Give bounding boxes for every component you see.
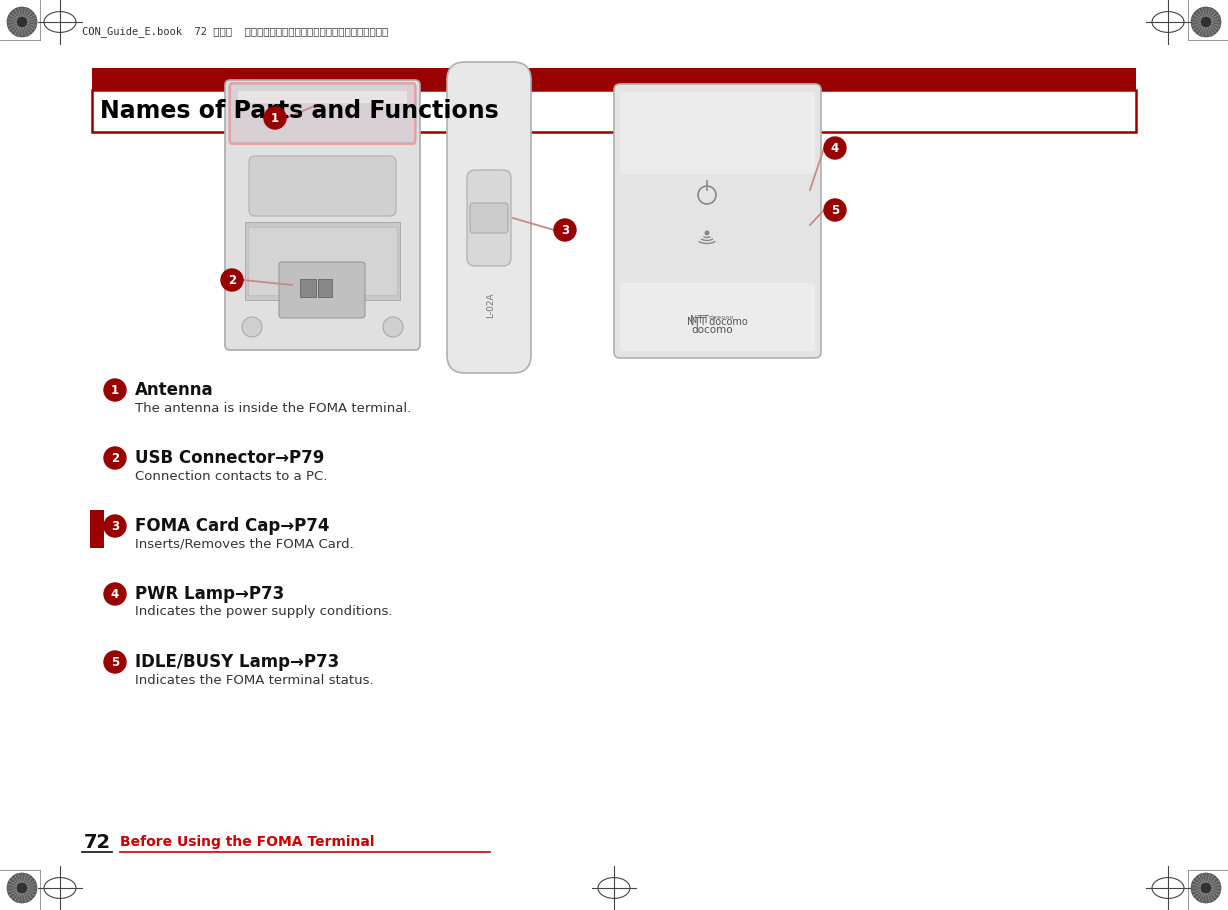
Text: FOMA Card Cap→P74: FOMA Card Cap→P74 [135,517,329,535]
Circle shape [383,317,403,337]
Text: 1: 1 [271,112,279,125]
FancyBboxPatch shape [279,262,365,318]
Circle shape [824,199,846,221]
Circle shape [104,651,126,673]
FancyBboxPatch shape [447,62,530,373]
Text: 2: 2 [228,274,236,287]
Circle shape [221,269,243,291]
Text: 1: 1 [111,383,119,397]
FancyBboxPatch shape [467,170,511,266]
Text: 5: 5 [111,655,119,669]
Circle shape [264,107,286,129]
Circle shape [17,16,27,27]
Circle shape [104,515,126,537]
Wedge shape [1191,7,1221,37]
Circle shape [17,883,27,894]
Bar [246,222,400,300]
Text: 4: 4 [111,588,119,601]
Bar [300,279,316,297]
Text: 3: 3 [561,224,569,237]
Text: docomo: docomo [691,325,733,335]
Bar [92,68,1136,90]
Circle shape [104,379,126,401]
Bar [238,91,406,103]
Text: NTTᵈᵉᵉᵒᵒᵒ: NTTᵈᵉᵉᵒᵒᵒ [690,315,734,325]
Text: L-02A: L-02A [486,292,496,318]
Circle shape [1201,883,1211,894]
Text: Names of Parts and Functions: Names of Parts and Functions [99,99,499,123]
Text: NTT docomo: NTT docomo [686,317,748,327]
Bar [248,227,397,295]
FancyBboxPatch shape [620,92,815,174]
FancyBboxPatch shape [225,80,420,350]
Circle shape [554,219,576,241]
Text: Inserts/Removes the FOMA Card.: Inserts/Removes the FOMA Card. [135,538,354,551]
Text: Indicates the FOMA terminal status.: Indicates the FOMA terminal status. [135,673,373,686]
Circle shape [104,583,126,605]
Text: 3: 3 [111,520,119,532]
Bar [92,90,1136,132]
Text: 72: 72 [84,833,111,852]
Circle shape [705,230,710,236]
Circle shape [242,317,262,337]
FancyBboxPatch shape [249,156,395,216]
Text: 4: 4 [831,141,839,155]
Text: Before Using the FOMA Terminal: Before Using the FOMA Terminal [120,835,375,849]
Text: The antenna is inside the FOMA terminal.: The antenna is inside the FOMA terminal. [135,401,411,414]
FancyBboxPatch shape [614,84,822,358]
Wedge shape [7,7,37,37]
Bar [318,279,332,297]
FancyBboxPatch shape [228,84,416,143]
Text: IDLE/BUSY Lamp→P73: IDLE/BUSY Lamp→P73 [135,653,339,671]
Circle shape [1201,16,1211,27]
Text: PWR Lamp→P73: PWR Lamp→P73 [135,585,284,603]
Bar [90,510,104,548]
FancyBboxPatch shape [620,283,815,351]
Circle shape [824,137,846,159]
Circle shape [104,447,126,469]
Wedge shape [7,873,37,903]
Text: 2: 2 [111,451,119,464]
Text: Connection contacts to a PC.: Connection contacts to a PC. [135,470,328,482]
Text: USB Connector→P79: USB Connector→P79 [135,449,324,467]
FancyBboxPatch shape [470,203,508,233]
Text: Indicates the power supply conditions.: Indicates the power supply conditions. [135,605,393,619]
Wedge shape [1191,873,1221,903]
Text: CON_Guide_E.book  72 ページ  ２００８年１１月２６日　水曜日　午後６時４３分: CON_Guide_E.book 72 ページ ２００８年１１月２６日 水曜日 … [82,26,388,37]
Text: Antenna: Antenna [135,381,214,399]
Text: 5: 5 [831,204,839,217]
